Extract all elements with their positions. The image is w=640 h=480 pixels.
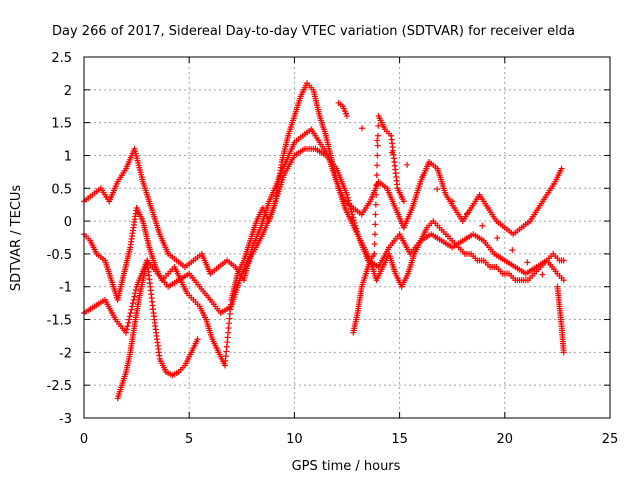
x-tick-label: 0 (80, 432, 88, 447)
data-point (375, 122, 382, 129)
data-point (349, 211, 356, 218)
data-point (346, 200, 353, 207)
data-point (132, 290, 139, 297)
y-tick-label: 0 (64, 215, 72, 230)
data-point (372, 211, 379, 218)
data-point (129, 300, 136, 307)
data-point (124, 323, 131, 330)
data-point (558, 165, 565, 172)
data-point (373, 172, 380, 179)
data-point (352, 222, 359, 229)
data-point (560, 257, 567, 264)
data-point (434, 186, 441, 193)
y-tick-label: -0.5 (47, 248, 72, 263)
plot-frame (83, 56, 611, 419)
data-point (345, 197, 352, 204)
data-point (126, 313, 133, 320)
data-point (359, 125, 366, 132)
data-point (371, 231, 378, 238)
y-tick-label: -3 (59, 412, 72, 427)
data-point (126, 316, 133, 323)
data-point (372, 221, 379, 228)
data-point (128, 306, 135, 313)
data-point (125, 319, 132, 326)
data-point (539, 271, 546, 278)
data-point (132, 287, 139, 294)
data-point (373, 181, 380, 188)
data-point (194, 336, 201, 343)
data-point (374, 142, 381, 149)
data-point (129, 303, 136, 310)
data-point (123, 329, 130, 336)
data-point (350, 214, 357, 221)
data-point (404, 161, 411, 168)
data-point (348, 208, 355, 215)
y-tick-label: -1.5 (47, 314, 72, 329)
data-point (353, 228, 360, 235)
data-point (560, 349, 567, 356)
data-point (344, 113, 350, 120)
data-point (524, 259, 531, 266)
data-point (350, 217, 357, 224)
data-point (123, 326, 130, 333)
data-point (347, 203, 354, 210)
data-point (374, 132, 381, 139)
data-point (374, 152, 381, 159)
y-tick-label: 2 (64, 84, 72, 99)
data-point (449, 198, 456, 205)
data-point (344, 194, 351, 201)
data-points (81, 80, 567, 402)
x-tick-label: 15 (391, 432, 408, 447)
data-point (400, 198, 407, 205)
data-point (130, 296, 137, 303)
data-point (374, 137, 381, 144)
data-point (344, 191, 350, 198)
x-tick-label: 5 (185, 432, 193, 447)
y-tick-label: -2 (59, 346, 72, 361)
data-point (131, 293, 138, 300)
y-axis-label: SDTVAR / TECUs (9, 185, 24, 292)
data-point (464, 210, 471, 217)
data-point (371, 250, 378, 257)
x-tick-label: 10 (286, 432, 303, 447)
data-point (372, 201, 379, 208)
y-tick-label: 2.5 (51, 51, 72, 66)
data-point (373, 191, 380, 198)
data-point (509, 247, 516, 254)
chart-title: Day 266 of 2017, Sidereal Day-to-day VTE… (52, 24, 575, 39)
data-point (479, 222, 486, 229)
data-point (351, 219, 358, 226)
y-tick-label: 1.5 (51, 117, 72, 132)
data-point (560, 277, 567, 284)
y-tick-label: 0.5 (51, 182, 72, 197)
x-tick-label: 20 (497, 432, 514, 447)
data-point (374, 162, 381, 169)
data-point (347, 205, 354, 212)
axis-ticks: 0 5 10 15 20 25 -3 -2.5 -2 -1.5 -1 -0.5 0 0.5 1 1.5 2 2.5 (47, 51, 619, 447)
data-point (371, 241, 378, 248)
data-point (353, 225, 360, 232)
x-tick-label: 25 (602, 432, 619, 447)
y-tick-label: -1 (59, 281, 72, 296)
data-point (419, 174, 426, 181)
data-point (389, 149, 396, 156)
data-point (127, 309, 134, 316)
y-tick-label: -2.5 (47, 379, 72, 394)
data-point (494, 234, 501, 241)
y-tick-label: 1 (64, 149, 72, 164)
x-axis-label: GPS time / hours (292, 459, 401, 474)
